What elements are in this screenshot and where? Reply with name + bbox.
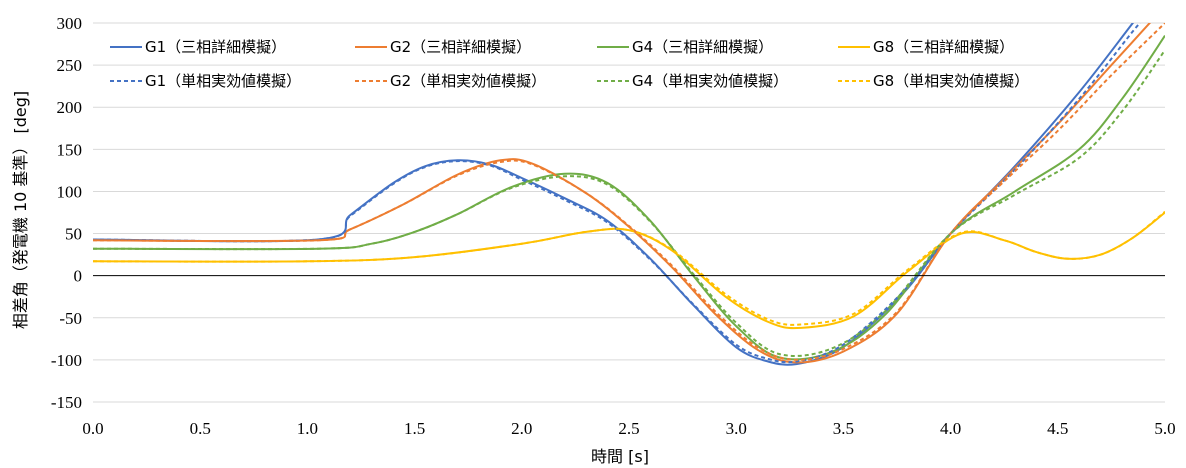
y-tick-label: 50 [65,225,82,244]
legend-label: G8（単相実効値模擬） [873,72,1029,90]
x-tick-label: 4.5 [1047,419,1068,438]
x-tick-label: 1.5 [404,419,425,438]
legend-label: G4（三相詳細模擬） [632,38,773,56]
x-tick-label: 0.0 [82,419,103,438]
x-tick-label: 2.5 [618,419,639,438]
legend-label: G8（三相詳細模擬） [873,38,1014,56]
x-tick-label: 4.0 [940,419,961,438]
gridlines [93,22,1165,403]
x-axis-title: 時間 [s] [591,447,649,466]
y-tick-label: -100 [51,351,82,370]
legend: G1（三相詳細模擬） G2（三相詳細模擬） G4（三相詳細模擬） G8（三相詳細模擬）… [110,38,1029,90]
x-tick-label: 5.0 [1154,419,1175,438]
y-tick-label: 250 [57,56,83,75]
series-lines [93,23,1165,366]
y-tick-label: 300 [57,14,83,33]
series-line [93,49,1165,357]
x-tick-label: 2.0 [511,419,532,438]
y-tick-label: -50 [59,309,82,328]
x-tick-label: 3.5 [833,419,854,438]
series-line [93,23,1152,364]
y-tick-label: 150 [57,140,83,159]
x-tick-label: 1.0 [297,419,318,438]
legend-label: G1（単相実効値模擬） [145,72,301,90]
y-tick-label: 200 [57,98,83,117]
y-tick-label: 0 [74,267,83,286]
y-axis-title: 相差角（発電機 10 基準） [deg] [11,91,30,329]
series-line [93,211,1165,330]
y-axis-ticks: -150 -100 -50 0 50 100 150 200 250 300 [51,14,82,412]
legend-label: G1（三相詳細模擬） [145,38,286,56]
x-tick-label: 0.5 [190,419,211,438]
series-line [93,23,1165,361]
y-tick-label: -150 [51,393,82,412]
y-tick-label: 100 [57,182,83,201]
series-line [93,210,1165,326]
legend-label: G2（単相実効値模擬） [390,72,546,90]
legend-label: G4（単相実効値模擬） [632,72,788,90]
x-tick-label: 3.0 [726,419,747,438]
legend-label: G2（三相詳細模擬） [390,38,531,56]
x-axis-ticks: 0.0 0.5 1.0 1.5 2.0 2.5 3.0 3.5 4.0 4.5 5.0 [82,419,1175,438]
